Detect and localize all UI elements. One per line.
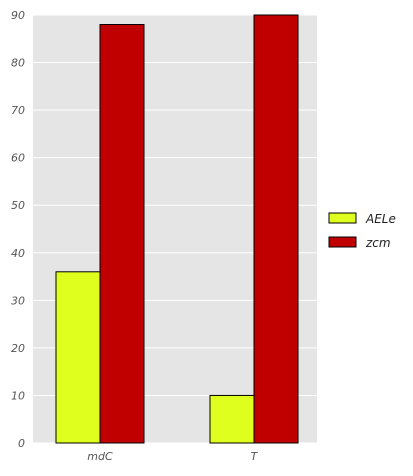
bar-zcm-mdC xyxy=(99,24,145,444)
legend-swatch-AELe xyxy=(328,212,357,224)
x-tick-label: mdC xyxy=(87,450,113,463)
legend-label: zcm xyxy=(365,236,391,250)
legend-label: AELe xyxy=(365,212,396,226)
y-tick-label: 20 xyxy=(11,342,25,355)
bar-AELe-mdC xyxy=(55,271,101,444)
y-tick-label: 30 xyxy=(11,294,25,307)
y-tick-label: 0 xyxy=(18,437,25,450)
y-tick-label: 70 xyxy=(11,104,25,117)
y-tick-label: 10 xyxy=(11,389,25,402)
y-tick-label: 50 xyxy=(11,199,25,212)
y-tick-label: 80 xyxy=(11,57,25,70)
y-tick-label: 90 xyxy=(11,9,25,22)
y-tick-label: 60 xyxy=(11,152,25,165)
y-axis-ticks: 0 10 20 30 40 50 60 70 80 90 xyxy=(11,9,25,450)
bar-zcm-T xyxy=(253,14,299,444)
legend-swatch-zcm xyxy=(328,236,357,248)
legend: AELe zcm xyxy=(328,212,396,250)
y-tick-label: 40 xyxy=(11,247,25,260)
bar-AELe-T xyxy=(209,394,255,444)
x-axis-ticks: mdC T xyxy=(87,450,258,463)
x-tick-label: T xyxy=(251,450,259,463)
bars xyxy=(55,14,299,444)
